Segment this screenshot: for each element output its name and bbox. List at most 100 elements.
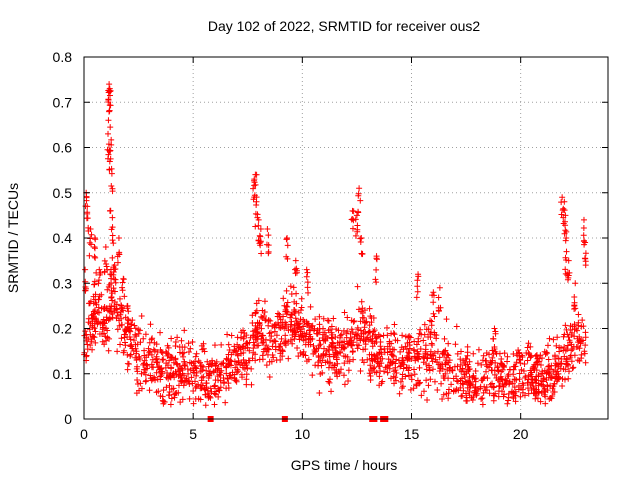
- data-point: [429, 292, 436, 299]
- data-point: [414, 283, 421, 290]
- key-point: [107, 124, 114, 131]
- data-point: [378, 346, 385, 353]
- data-point: [186, 380, 193, 387]
- data-point: [425, 382, 432, 389]
- data-point: [475, 346, 482, 353]
- data-point: [454, 350, 461, 357]
- data-point: [108, 308, 115, 315]
- data-point: [189, 338, 196, 345]
- data-point: [288, 312, 295, 319]
- data-point: [218, 341, 225, 348]
- data-point: [85, 319, 92, 326]
- data-point: [147, 321, 154, 328]
- data-point: [157, 346, 164, 353]
- data-point: [436, 354, 443, 361]
- data-point: [101, 257, 108, 264]
- key-point: [124, 302, 131, 309]
- data-point: [254, 211, 261, 218]
- data-point: [106, 315, 113, 322]
- data-point: [273, 332, 280, 339]
- data-point: [236, 343, 243, 350]
- data-point: [170, 359, 177, 366]
- data-point: [229, 369, 236, 376]
- data-point: [131, 322, 138, 329]
- data-point: [504, 400, 511, 407]
- data-point: [142, 371, 149, 378]
- x-tick-label: 0: [80, 426, 88, 442]
- data-point: [423, 377, 430, 384]
- data-point: [497, 360, 504, 367]
- data-point: [429, 358, 436, 365]
- data-point: [91, 253, 98, 260]
- data-point: [461, 374, 468, 381]
- data-point: [114, 259, 121, 266]
- data-point: [489, 347, 496, 354]
- data-point: [235, 357, 242, 364]
- key-point: [559, 194, 566, 201]
- data-point: [344, 314, 351, 321]
- data-point: [234, 334, 241, 341]
- data-point: [557, 344, 564, 351]
- data-point: [561, 376, 568, 383]
- data-point: [217, 361, 224, 368]
- data-point: [86, 300, 93, 307]
- key-point: [107, 155, 114, 162]
- data-point: [143, 361, 150, 368]
- data-point: [541, 348, 548, 355]
- data-point: [176, 362, 183, 369]
- data-point: [366, 322, 373, 329]
- data-point: [163, 384, 170, 391]
- data-point: [359, 251, 366, 258]
- data-point: [582, 250, 589, 257]
- data-point: [296, 324, 303, 331]
- data-point: [157, 329, 164, 336]
- data-point: [136, 327, 143, 334]
- data-point: [193, 369, 200, 376]
- data-point: [513, 359, 520, 366]
- data-point: [520, 382, 527, 389]
- data-point: [132, 331, 139, 338]
- data-point: [435, 308, 442, 315]
- data-point: [140, 360, 147, 367]
- data-point: [96, 271, 103, 278]
- data-point: [552, 355, 559, 362]
- key-point: [580, 216, 587, 223]
- data-point: [119, 279, 126, 286]
- data-point: [296, 336, 303, 343]
- data-point: [580, 323, 587, 330]
- data-point: [412, 357, 419, 364]
- data-point: [510, 371, 517, 378]
- data-point: [490, 392, 497, 399]
- data-point: [397, 348, 404, 355]
- data-point: [483, 357, 490, 364]
- data-point: [265, 232, 272, 239]
- data-point: [347, 330, 354, 337]
- data-point: [387, 359, 394, 366]
- data-point: [190, 400, 197, 407]
- data-point: [320, 325, 327, 332]
- data-point: [435, 294, 442, 301]
- data-point: [284, 303, 291, 310]
- data-point: [437, 304, 444, 311]
- data-point: [352, 330, 359, 337]
- data-point: [173, 360, 180, 367]
- data-point: [354, 283, 361, 290]
- data-point: [305, 356, 312, 363]
- data-point: [225, 351, 232, 358]
- data-point: [384, 349, 391, 356]
- data-point: [540, 383, 547, 390]
- data-point: [449, 367, 456, 374]
- data-point: [544, 342, 551, 349]
- key-point: [436, 284, 443, 291]
- data-point: [165, 344, 172, 351]
- data-point: [225, 360, 232, 367]
- data-point: [498, 368, 505, 375]
- data-point: [331, 369, 338, 376]
- data-point: [406, 365, 413, 372]
- data-point: [420, 388, 427, 395]
- data-point: [335, 327, 342, 334]
- data-point: [256, 320, 263, 327]
- data-point: [453, 377, 460, 384]
- data-point: [565, 334, 572, 341]
- data-point: [561, 207, 568, 214]
